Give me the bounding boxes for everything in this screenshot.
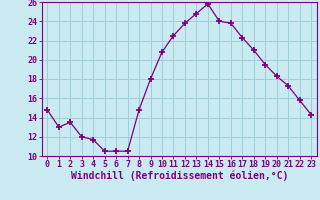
X-axis label: Windchill (Refroidissement éolien,°C): Windchill (Refroidissement éolien,°C) [70, 171, 288, 181]
